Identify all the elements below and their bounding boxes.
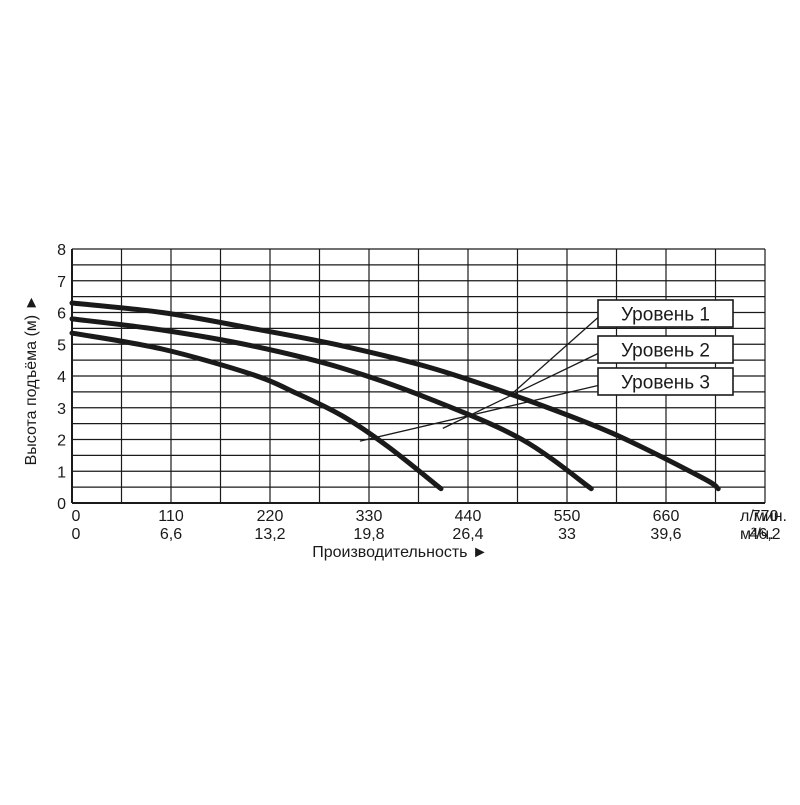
x-tick-label-secondary: 0: [72, 526, 81, 543]
x-tick-label-primary: 660: [653, 508, 680, 525]
legend-box: [597, 335, 734, 364]
y-tick-label: 8: [57, 242, 66, 259]
x-tick-label-secondary: 33: [558, 526, 576, 543]
y-tick-label: 1: [57, 464, 66, 481]
y-tick-label: 4: [57, 369, 66, 386]
y-tick-label: 5: [57, 337, 66, 354]
performance-curves: [69, 300, 721, 492]
x-tick-label-secondary: 6,6: [160, 526, 182, 543]
x-tick-label-secondary: 39,6: [650, 526, 681, 543]
legend: Уровень 1 Уровень 2 Уровень 3: [359, 299, 734, 442]
curve-level-1: [69, 300, 721, 492]
x-axis-title: Производительность ►: [312, 544, 488, 561]
x-unit-secondary: м³/ч.: [740, 526, 774, 543]
y-tick-label: 0: [57, 496, 66, 513]
x-tick-label-primary: 220: [257, 508, 284, 525]
x-tick-label-secondary: 46,2: [749, 526, 780, 543]
legend-box: [597, 299, 734, 328]
tick-labels: 0 1 2 3 4 5 6 7 8 0 110 220 330 440 550 660 770 0 6,6 13,2 1…: [57, 242, 787, 543]
legend-label: Уровень 3: [621, 373, 710, 394]
legend-label: Уровень 2: [621, 341, 710, 362]
x-tick-label-primary: 330: [356, 508, 383, 525]
curve-level-2: [69, 316, 594, 492]
x-tick-label-primary: 440: [455, 508, 482, 525]
y-tick-label: 3: [57, 401, 66, 418]
y-axis-title: Высота подъёма (м) ►: [23, 295, 40, 466]
legend-label: Уровень 1: [621, 305, 710, 326]
x-tick-label-primary: 550: [554, 508, 581, 525]
legend-leader-line: [359, 384, 599, 442]
grid: [71, 248, 766, 504]
x-tick-label-primary: 0: [72, 508, 81, 525]
legend-box: [597, 367, 734, 396]
x-tick-label-primary: 770: [752, 508, 779, 525]
x-unit-primary: л/мин.: [740, 508, 787, 525]
x-tick-label-secondary: 13,2: [254, 526, 285, 543]
x-tick-label-secondary: 26,4: [452, 526, 483, 543]
curve-level-3: [69, 330, 444, 492]
y-tick-label: 2: [57, 433, 66, 450]
legend-leader-line: [512, 317, 599, 394]
y-tick-label: 7: [57, 274, 66, 291]
x-tick-label-secondary: 19,8: [353, 526, 384, 543]
y-tick-label: 6: [57, 306, 66, 323]
x-tick-label-primary: 110: [158, 508, 184, 525]
